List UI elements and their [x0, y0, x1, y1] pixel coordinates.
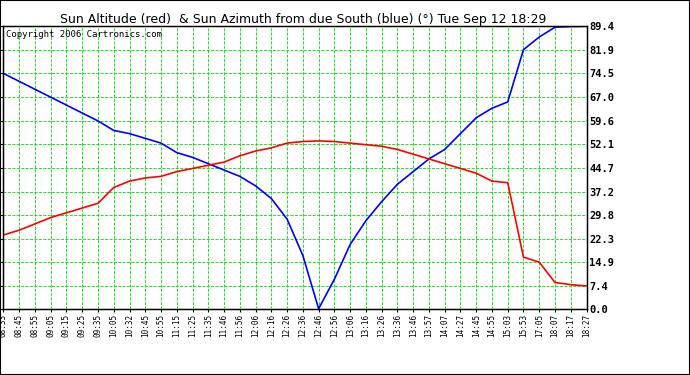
Text: Copyright 2006 Cartronics.com: Copyright 2006 Cartronics.com — [6, 30, 162, 39]
Text: Sun Altitude (red)  & Sun Azimuth from due South (blue) (°) Tue Sep 12 18:29: Sun Altitude (red) & Sun Azimuth from du… — [61, 13, 546, 26]
